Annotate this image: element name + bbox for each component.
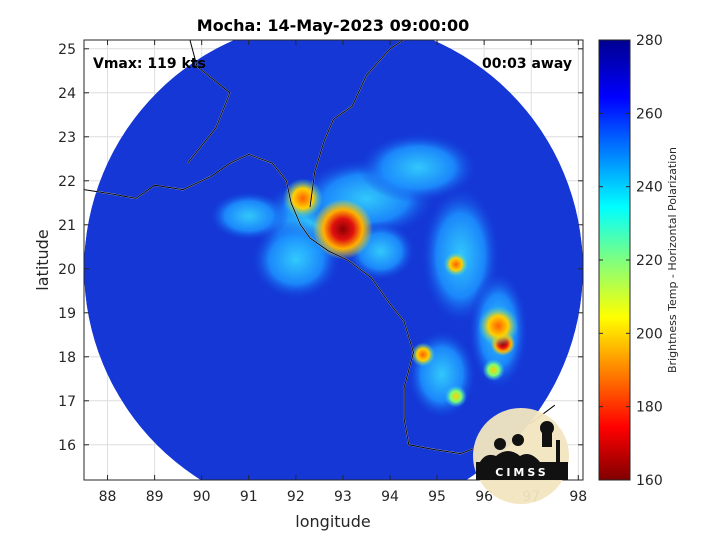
- x-tick-label: 95: [428, 489, 446, 505]
- colorbar-tick-label: 180: [636, 400, 663, 416]
- cimss-logo: CIMSS: [473, 408, 569, 504]
- x-axis-label: longitude: [295, 512, 370, 531]
- chart-title: Mocha: 14-May-2023 09:00:00: [197, 16, 469, 35]
- colorbar-tick-label: 220: [636, 253, 663, 269]
- x-tick-label: 96: [475, 489, 493, 505]
- logo-banner: [476, 462, 568, 480]
- logo-text: CIMSS: [495, 466, 548, 479]
- y-tick-label: 21: [58, 218, 76, 234]
- rain-band: [208, 191, 289, 241]
- y-axis-label: latitude: [33, 229, 52, 290]
- logo-figure-head-2: [512, 434, 524, 446]
- y-tick-label: 19: [58, 306, 76, 322]
- cold-feature: [282, 178, 323, 219]
- axes-frame: [83, 39, 584, 481]
- colorbar: [598, 39, 631, 481]
- logo-tower: [542, 425, 552, 447]
- x-tick-label: 92: [287, 489, 305, 505]
- timing-annotation: 00:03 away: [482, 56, 572, 72]
- cold-feature: [444, 385, 467, 408]
- colorbar-ticks: 160 180 200 220 240 260 280: [599, 33, 663, 489]
- colorbar-tick-label: 260: [636, 106, 663, 122]
- colorbar-tick-label: 280: [636, 33, 663, 49]
- border-path-outside: [309, 40, 405, 208]
- cold-feature: [482, 359, 505, 381]
- logo-tank: [540, 421, 554, 435]
- logo-figure-head-1: [494, 438, 506, 450]
- x-tick-label: 88: [99, 489, 117, 505]
- colorbar-tick-label: 240: [636, 180, 663, 196]
- cold-feature: [478, 306, 519, 346]
- coastline-outside: [84, 40, 556, 455]
- rain-band: [358, 132, 479, 203]
- swath-layer: [84, 40, 583, 480]
- x-tick-label: 90: [193, 489, 211, 505]
- y-tick-label: 24: [58, 86, 76, 102]
- colorbar-tick-label: 160: [636, 473, 663, 489]
- y-ticks: 16 17 18 19 20 21 22 23 24 25: [58, 42, 583, 454]
- x-tick-label: 94: [381, 489, 399, 505]
- y-tick-label: 23: [58, 130, 76, 146]
- x-tick-label: 89: [146, 489, 164, 505]
- y-tick-label: 25: [58, 42, 76, 58]
- y-tick-label: 16: [58, 438, 76, 454]
- y-tick-label: 22: [58, 174, 76, 190]
- x-tick-label: 93: [334, 489, 352, 505]
- x-tick-label: 98: [569, 489, 587, 505]
- rain-band: [406, 329, 477, 420]
- cold-feature: [410, 342, 435, 367]
- colorbar-label: Brightness Temp - Horizontal Polarizatio…: [666, 147, 679, 373]
- cold-features: [282, 178, 519, 408]
- x-tick-label: 91: [240, 489, 258, 505]
- vmax-annotation: Vmax: 119 kts: [93, 56, 206, 72]
- river-path-outside: [187, 40, 231, 164]
- coastline-path-outside: [84, 153, 556, 455]
- cold-feature: [443, 252, 468, 277]
- y-tick-label: 17: [58, 394, 76, 410]
- y-tick-label: 18: [58, 350, 76, 366]
- cold-feature: [312, 199, 373, 260]
- y-tick-label: 20: [58, 262, 76, 278]
- colorbar-tick-label: 200: [636, 326, 663, 342]
